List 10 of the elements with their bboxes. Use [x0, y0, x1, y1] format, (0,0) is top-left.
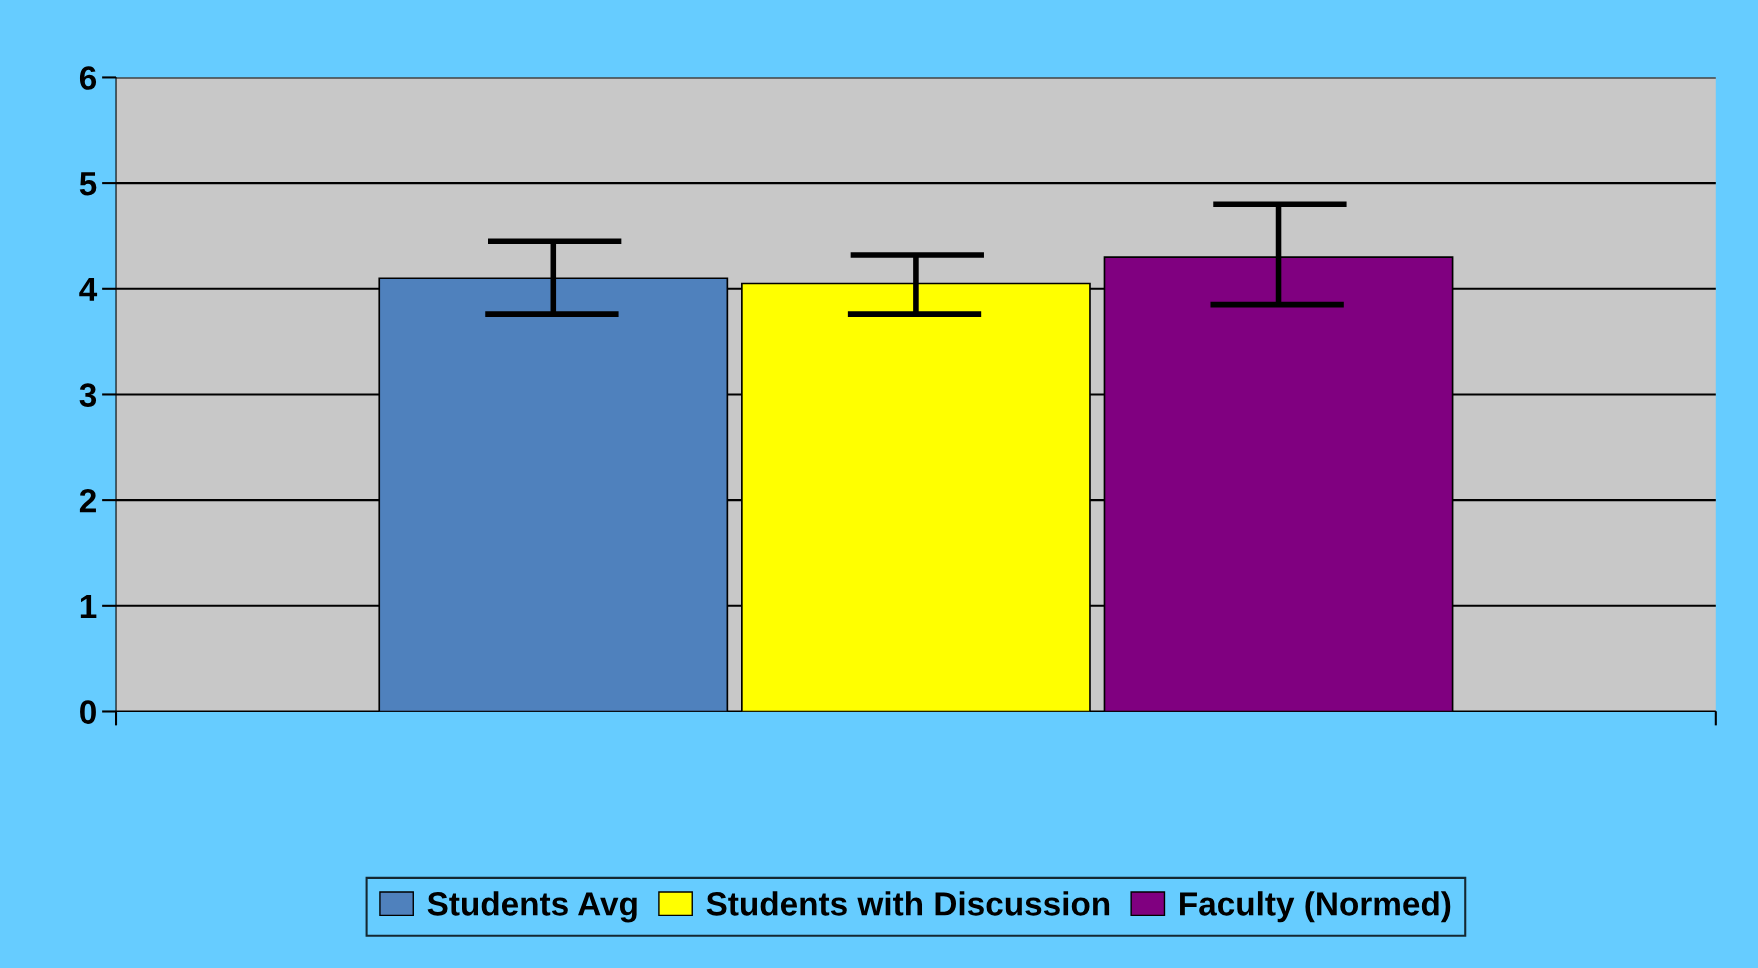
- y-tick-label: 5: [79, 172, 97, 196]
- y-tick-label: 4: [79, 277, 98, 301]
- y-tick-label: 0: [80, 700, 96, 724]
- legend-label: Students with Discussion: [706, 891, 1110, 916]
- legend-label: Students Avg: [427, 891, 637, 923]
- y-tick-label: 1: [80, 594, 97, 618]
- y-tick-label: 3: [79, 383, 97, 407]
- legend-label: Faculty (Normed): [1180, 891, 1451, 923]
- y-tick-label: 6: [79, 66, 97, 90]
- y-tick-label: 2: [79, 488, 96, 513]
